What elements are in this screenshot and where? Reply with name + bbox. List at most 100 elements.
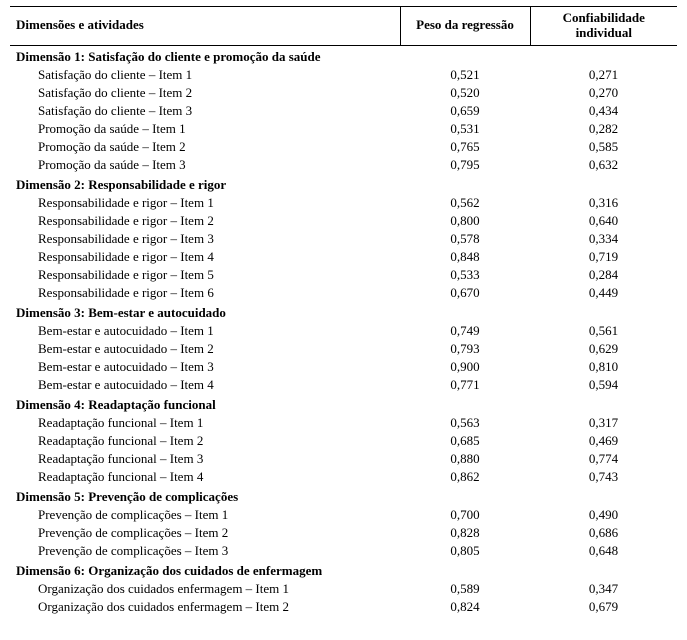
regression-weight: 0,531	[400, 120, 530, 138]
table-row: Satisfação do cliente – Item 10,5210,271	[10, 66, 677, 84]
individual-reliability: 0,679	[530, 598, 677, 616]
dimension-title: Dimensão 2: Responsabilidade e rigor	[10, 174, 677, 194]
table-row: Promoção da saúde – Item 30,7950,632	[10, 156, 677, 174]
individual-reliability: 0,561	[530, 322, 677, 340]
item-label: Promoção da saúde – Item 1	[10, 120, 400, 138]
individual-reliability: 0,449	[530, 284, 677, 302]
table-row: Responsabilidade e rigor – Item 10,5620,…	[10, 194, 677, 212]
individual-reliability: 0,648	[530, 542, 677, 560]
individual-reliability: 0,490	[530, 506, 677, 524]
table-row: Satisfação do cliente – Item 20,5200,270	[10, 84, 677, 102]
dimension-title: Dimensão 1: Satisfação do cliente e prom…	[10, 45, 677, 66]
item-label: Responsabilidade e rigor – Item 5	[10, 266, 400, 284]
individual-reliability: 0,594	[530, 376, 677, 394]
table-row: Responsabilidade e rigor – Item 30,5780,…	[10, 230, 677, 248]
dimension-heading-row: Dimensão 3: Bem-estar e autocuidado	[10, 302, 677, 322]
regression-weight: 0,848	[400, 248, 530, 266]
regression-weight: 0,563	[400, 414, 530, 432]
table-row: Prevenção de complicações – Item 20,8280…	[10, 524, 677, 542]
regression-weight: 0,533	[400, 266, 530, 284]
table-body: Dimensão 1: Satisfação do cliente e prom…	[10, 45, 677, 616]
item-label: Satisfação do cliente – Item 1	[10, 66, 400, 84]
item-label: Responsabilidade e rigor – Item 6	[10, 284, 400, 302]
table-row: Promoção da saúde – Item 20,7650,585	[10, 138, 677, 156]
table-row: Prevenção de complicações – Item 10,7000…	[10, 506, 677, 524]
table-row: Bem-estar e autocuidado – Item 10,7490,5…	[10, 322, 677, 340]
dimension-title: Dimensão 5: Prevenção de complicações	[10, 486, 677, 506]
individual-reliability: 0,284	[530, 266, 677, 284]
table-row: Organização dos cuidados enfermagem – It…	[10, 580, 677, 598]
item-label: Bem-estar e autocuidado – Item 3	[10, 358, 400, 376]
dimension-heading-row: Dimensão 6: Organização dos cuidados de …	[10, 560, 677, 580]
individual-reliability: 0,629	[530, 340, 677, 358]
table-row: Organização dos cuidados enfermagem – It…	[10, 598, 677, 616]
individual-reliability: 0,810	[530, 358, 677, 376]
regression-weight: 0,700	[400, 506, 530, 524]
regression-weight: 0,685	[400, 432, 530, 450]
table-row: Satisfação do cliente – Item 30,6590,434	[10, 102, 677, 120]
dimension-heading-row: Dimensão 2: Responsabilidade e rigor	[10, 174, 677, 194]
table-row: Readaptação funcional – Item 30,8800,774	[10, 450, 677, 468]
item-label: Satisfação do cliente – Item 2	[10, 84, 400, 102]
regression-weight: 0,795	[400, 156, 530, 174]
regression-weight: 0,578	[400, 230, 530, 248]
table-row: Responsabilidade e rigor – Item 20,8000,…	[10, 212, 677, 230]
individual-reliability: 0,632	[530, 156, 677, 174]
dimension-title: Dimensão 3: Bem-estar e autocuidado	[10, 302, 677, 322]
table-header-row: Dimensões e atividades Peso da regressão…	[10, 7, 677, 46]
item-label: Readaptação funcional – Item 4	[10, 468, 400, 486]
item-label: Prevenção de complicações – Item 1	[10, 506, 400, 524]
dimension-heading-row: Dimensão 4: Readaptação funcional	[10, 394, 677, 414]
page: Dimensões e atividades Peso da regressão…	[0, 0, 687, 626]
regression-weight: 0,520	[400, 84, 530, 102]
dimension-title: Dimensão 4: Readaptação funcional	[10, 394, 677, 414]
item-label: Bem-estar e autocuidado – Item 1	[10, 322, 400, 340]
header-col-3: Confiabilidade individual	[530, 7, 677, 46]
table-row: Prevenção de complicações – Item 30,8050…	[10, 542, 677, 560]
table-row: Responsabilidade e rigor – Item 60,6700,…	[10, 284, 677, 302]
item-label: Promoção da saúde – Item 3	[10, 156, 400, 174]
individual-reliability: 0,317	[530, 414, 677, 432]
regression-weight: 0,800	[400, 212, 530, 230]
item-label: Responsabilidade e rigor – Item 1	[10, 194, 400, 212]
table-row: Readaptação funcional – Item 10,5630,317	[10, 414, 677, 432]
dimension-title: Dimensão 6: Organização dos cuidados de …	[10, 560, 677, 580]
item-label: Bem-estar e autocuidado – Item 4	[10, 376, 400, 394]
individual-reliability: 0,469	[530, 432, 677, 450]
dimension-heading-row: Dimensão 1: Satisfação do cliente e prom…	[10, 45, 677, 66]
individual-reliability: 0,585	[530, 138, 677, 156]
dimensions-table: Dimensões e atividades Peso da regressão…	[10, 6, 677, 616]
table-row: Responsabilidade e rigor – Item 40,8480,…	[10, 248, 677, 266]
item-label: Organização dos cuidados enfermagem – It…	[10, 598, 400, 616]
regression-weight: 0,771	[400, 376, 530, 394]
table-row: Readaptação funcional – Item 20,6850,469	[10, 432, 677, 450]
individual-reliability: 0,347	[530, 580, 677, 598]
regression-weight: 0,562	[400, 194, 530, 212]
item-label: Organização dos cuidados enfermagem – It…	[10, 580, 400, 598]
regression-weight: 0,900	[400, 358, 530, 376]
individual-reliability: 0,271	[530, 66, 677, 84]
regression-weight: 0,589	[400, 580, 530, 598]
regression-weight: 0,824	[400, 598, 530, 616]
individual-reliability: 0,270	[530, 84, 677, 102]
individual-reliability: 0,334	[530, 230, 677, 248]
individual-reliability: 0,743	[530, 468, 677, 486]
item-label: Responsabilidade e rigor – Item 4	[10, 248, 400, 266]
table-row: Bem-estar e autocuidado – Item 20,7930,6…	[10, 340, 677, 358]
header-col-1: Dimensões e atividades	[10, 7, 400, 46]
item-label: Promoção da saúde – Item 2	[10, 138, 400, 156]
regression-weight: 0,828	[400, 524, 530, 542]
table-row: Bem-estar e autocuidado – Item 40,7710,5…	[10, 376, 677, 394]
item-label: Prevenção de complicações – Item 3	[10, 542, 400, 560]
table-row: Bem-estar e autocuidado – Item 30,9000,8…	[10, 358, 677, 376]
individual-reliability: 0,640	[530, 212, 677, 230]
individual-reliability: 0,282	[530, 120, 677, 138]
item-label: Readaptação funcional – Item 3	[10, 450, 400, 468]
item-label: Satisfação do cliente – Item 3	[10, 102, 400, 120]
regression-weight: 0,880	[400, 450, 530, 468]
regression-weight: 0,670	[400, 284, 530, 302]
individual-reliability: 0,774	[530, 450, 677, 468]
regression-weight: 0,659	[400, 102, 530, 120]
regression-weight: 0,521	[400, 66, 530, 84]
regression-weight: 0,793	[400, 340, 530, 358]
